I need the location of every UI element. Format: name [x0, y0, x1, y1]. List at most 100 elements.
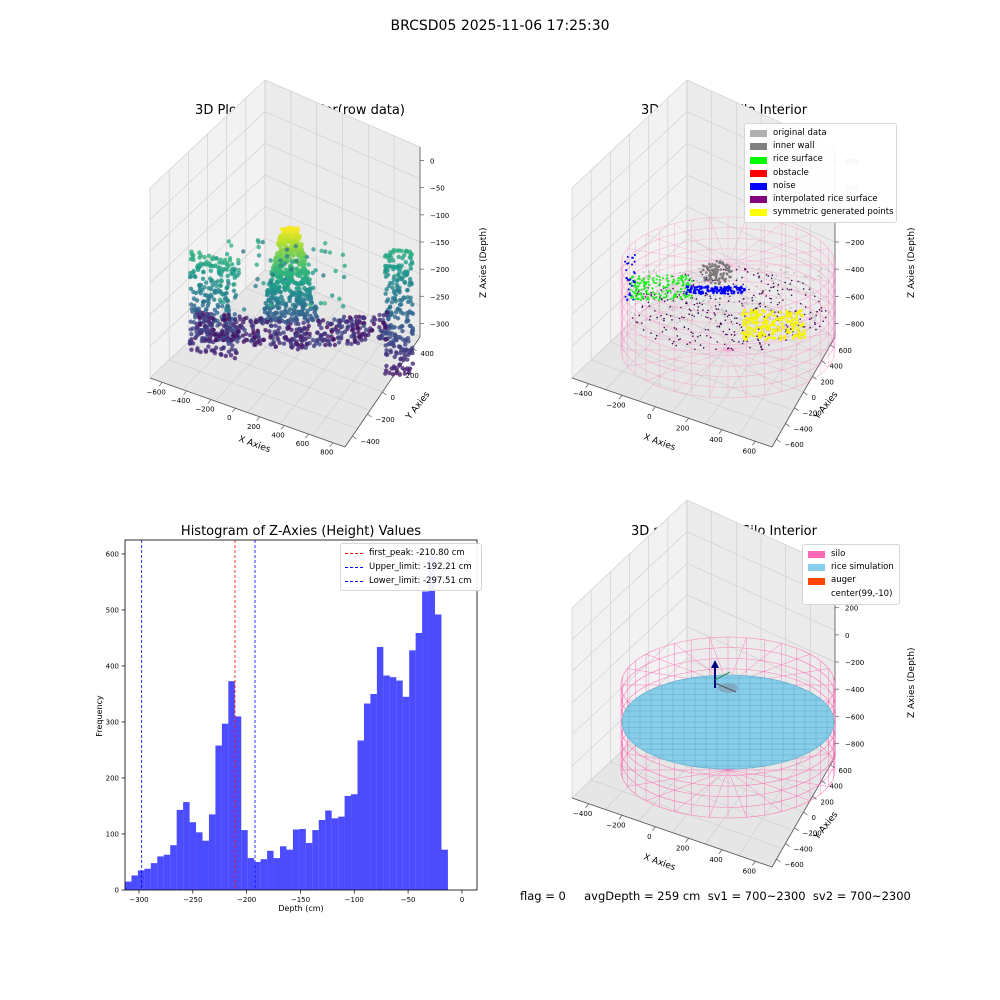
histogram-bar	[228, 681, 235, 890]
interpolated-point	[654, 310, 656, 312]
interpolated-point	[647, 301, 650, 304]
original-point	[653, 269, 656, 272]
noise-point	[722, 291, 726, 295]
symmetric-point	[742, 330, 746, 334]
interpolated-point	[746, 271, 749, 273]
legend-label: original data	[773, 128, 827, 138]
noise-point	[730, 292, 733, 295]
data-point	[398, 266, 403, 271]
data-point	[216, 269, 222, 274]
data-point	[295, 271, 301, 276]
original-point	[766, 265, 769, 268]
data-point	[323, 241, 328, 246]
rice-surface-point	[647, 278, 650, 281]
data-point	[236, 271, 242, 276]
original-point	[642, 271, 645, 274]
z-tick-label: −200	[430, 266, 449, 274]
data-point	[274, 255, 280, 261]
interpolated-point	[707, 329, 709, 331]
interpolated-point	[722, 330, 725, 333]
data-point	[255, 331, 260, 337]
symmetric-point	[770, 331, 774, 336]
noise-point	[690, 285, 693, 289]
original-point	[731, 323, 734, 326]
data-point	[329, 293, 335, 298]
data-point	[363, 327, 369, 332]
z-tick-label: 0	[430, 158, 434, 166]
raw-data-point-cloud	[187, 225, 416, 377]
interpolated-point	[678, 317, 681, 320]
x-tick-label: 400	[709, 436, 722, 444]
interpolated-point	[650, 332, 652, 334]
original-point	[658, 300, 661, 303]
interpolated-point	[690, 309, 692, 312]
data-point	[404, 310, 410, 316]
original-point	[645, 264, 648, 267]
histogram-bar	[157, 856, 164, 890]
noise-point	[693, 288, 696, 291]
histogram-x-axis-label: Depth (cm)	[278, 904, 323, 913]
symmetric-point	[753, 309, 757, 313]
histogram-bar	[312, 830, 319, 890]
interpolated-point	[665, 329, 667, 331]
data-point	[273, 296, 279, 301]
data-point	[397, 288, 402, 293]
noise-point	[726, 292, 730, 296]
legend-entry: rice simulation	[808, 561, 894, 574]
data-point	[274, 331, 279, 337]
interpolated-point	[689, 341, 691, 344]
data-point	[302, 314, 308, 320]
silo-spoke	[727, 349, 782, 392]
noise-point	[732, 290, 736, 293]
data-point	[349, 328, 355, 333]
data-point	[389, 300, 395, 305]
histogram-bar	[189, 822, 197, 890]
data-point	[398, 276, 403, 281]
auger-blade	[714, 682, 737, 693]
data-point	[317, 342, 322, 347]
data-point	[311, 247, 316, 252]
original-point	[700, 267, 703, 270]
y-tick-label: 400	[830, 363, 843, 371]
data-point	[295, 298, 301, 304]
original-point	[701, 299, 704, 302]
interpolated-point	[678, 294, 681, 296]
data-point	[213, 263, 218, 268]
data-point	[339, 324, 345, 329]
data-point	[189, 249, 194, 254]
data-point	[409, 281, 414, 287]
symmetric-point	[802, 329, 806, 333]
original-point	[779, 294, 782, 297]
interpolated-point	[768, 344, 770, 346]
data-point	[289, 259, 295, 265]
data-point	[289, 344, 294, 349]
interpolated-point	[824, 310, 827, 312]
interpolated-point	[770, 277, 773, 280]
data-point	[333, 268, 338, 274]
original-point	[756, 285, 759, 288]
raw-data-tick-labels: −600 −400 −200 0 200 400 600 800 400 200 0 −200 −400…	[147, 158, 450, 457]
x-tick-label: 800	[320, 449, 333, 457]
original-point	[633, 312, 636, 315]
original-point	[650, 277, 653, 280]
y-tick	[812, 796, 817, 800]
data-point	[384, 348, 389, 353]
original-point	[647, 270, 650, 273]
noise-point	[713, 289, 716, 293]
x-tick	[618, 395, 623, 400]
interpolated-point	[718, 303, 721, 306]
symmetric-point	[754, 317, 758, 322]
classify-z-axis-label: Z Axies (Depth)	[907, 227, 917, 298]
data-point	[403, 342, 408, 347]
interpolated-point	[722, 268, 725, 271]
interpolated-point	[822, 320, 824, 323]
silo-spoke	[727, 264, 829, 282]
y-tick-label: 200	[821, 378, 834, 386]
rice-surface-point	[640, 288, 643, 291]
interpolated-point	[776, 289, 779, 292]
interpolated-point	[734, 317, 736, 320]
histogram-bar	[183, 802, 190, 890]
data-point	[272, 284, 277, 290]
data-point	[260, 239, 265, 245]
legend-entry: Lower_limit: -297.51 cm	[345, 574, 477, 588]
